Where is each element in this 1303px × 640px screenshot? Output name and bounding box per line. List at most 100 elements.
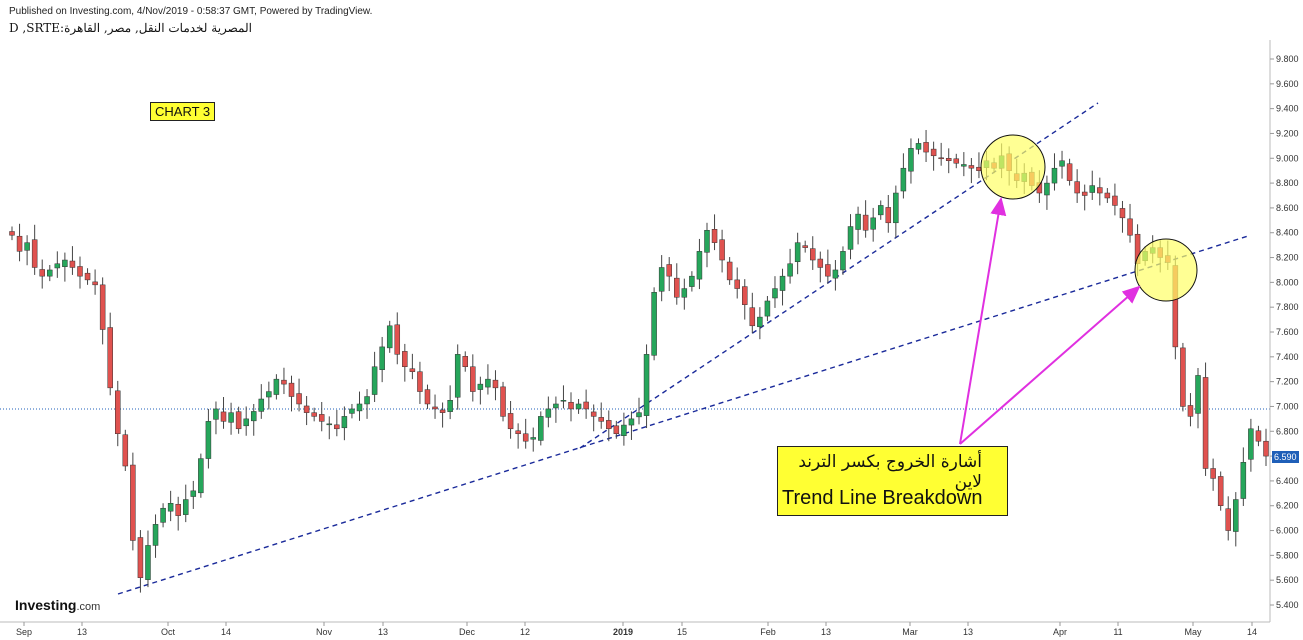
candle [1059,150,1065,179]
x-tick-label: 13 [821,627,831,637]
candle [258,384,265,419]
candle [666,257,672,292]
candle-body [152,524,159,546]
candle-body [651,292,657,356]
candle [303,396,310,426]
candle [538,411,544,446]
candle [915,138,922,155]
candle [326,416,333,440]
x-tick-label: 13 [77,627,87,637]
candle [175,496,181,531]
candle-body [953,158,960,164]
candle-body [568,401,574,410]
candle [779,268,786,306]
candle-body [77,266,83,277]
candle [341,406,348,441]
y-tick-label: 6.400 [1276,476,1299,486]
candle-body [417,371,423,392]
candle-body [364,396,370,405]
candle-body [915,143,922,150]
candle [522,418,529,449]
candle-body [507,413,514,430]
candle [764,296,771,322]
candle [54,251,61,278]
candle [424,384,431,409]
y-tick-label: 8.200 [1276,253,1299,263]
candle-body [243,418,249,427]
candle [1074,169,1080,203]
candle [500,381,506,422]
candle [190,480,197,509]
candle [696,238,703,290]
candle [1195,367,1201,429]
x-tick-label: 15 [677,627,687,637]
candle [553,396,559,423]
candle-body [583,401,589,410]
candle-body [530,437,536,440]
candle [1233,492,1239,547]
candle-body [862,214,869,231]
candle [145,530,151,588]
x-axis: Sep 13 Oct 14 Nov 13 Dec 12 2019 15 Feb 13 Mar 13 Apr 1… [0,621,1270,637]
candle [349,403,355,419]
candle [583,389,589,419]
y-tick-label: 9.400 [1276,104,1299,114]
candle [1051,153,1058,191]
candle-body [1081,191,1088,196]
logo-suffix-text: .com [76,601,101,613]
candle [621,412,627,446]
x-tick-label: Oct [161,627,176,637]
candle-body [817,258,824,268]
candle [394,312,401,365]
candle-body [432,406,438,410]
candle-body [258,398,265,412]
candle-body [794,242,801,263]
candle [386,320,393,353]
candle-body [470,366,476,392]
candle [530,427,536,452]
candle-body [220,411,227,422]
candle-body [62,259,68,267]
candle [742,279,748,320]
candle [1263,428,1269,467]
x-tick-label: 13 [963,627,973,637]
candle-body [636,412,642,418]
trend-line-steep [579,102,1099,449]
candle [167,490,174,522]
candle [371,351,378,402]
candle-body [379,346,385,370]
y-tick-label: 7.800 [1276,302,1299,312]
candle-body [847,226,854,250]
candle-body [1202,377,1209,469]
candle-body [47,269,53,277]
candle-body [1255,430,1262,442]
candle [1112,183,1118,216]
candle-body [575,403,582,410]
candle [485,364,491,395]
candle [213,401,219,435]
candle-body [409,368,416,372]
candle [364,389,370,419]
y-tick-label: 7.000 [1276,401,1299,411]
x-tick-label: 14 [1247,627,1257,637]
candle [575,399,582,414]
candle [749,292,756,334]
candle-body [99,284,106,330]
candle [47,264,53,282]
candle-body [213,408,219,420]
candle [598,402,604,429]
note-english-text: Trend Line Breakdown [782,487,983,509]
y-tick-label: 8.400 [1276,228,1299,238]
candle [281,367,287,395]
candle-body [681,288,688,298]
last-price-badge: 6.590 [1272,451,1299,463]
candle-body [235,411,242,430]
candle-body [303,405,310,413]
candle [817,251,824,283]
candle-body [1097,187,1103,194]
candle-body [1187,405,1194,417]
candle-body [9,231,15,236]
candle [689,271,695,292]
candle-body [182,499,189,515]
